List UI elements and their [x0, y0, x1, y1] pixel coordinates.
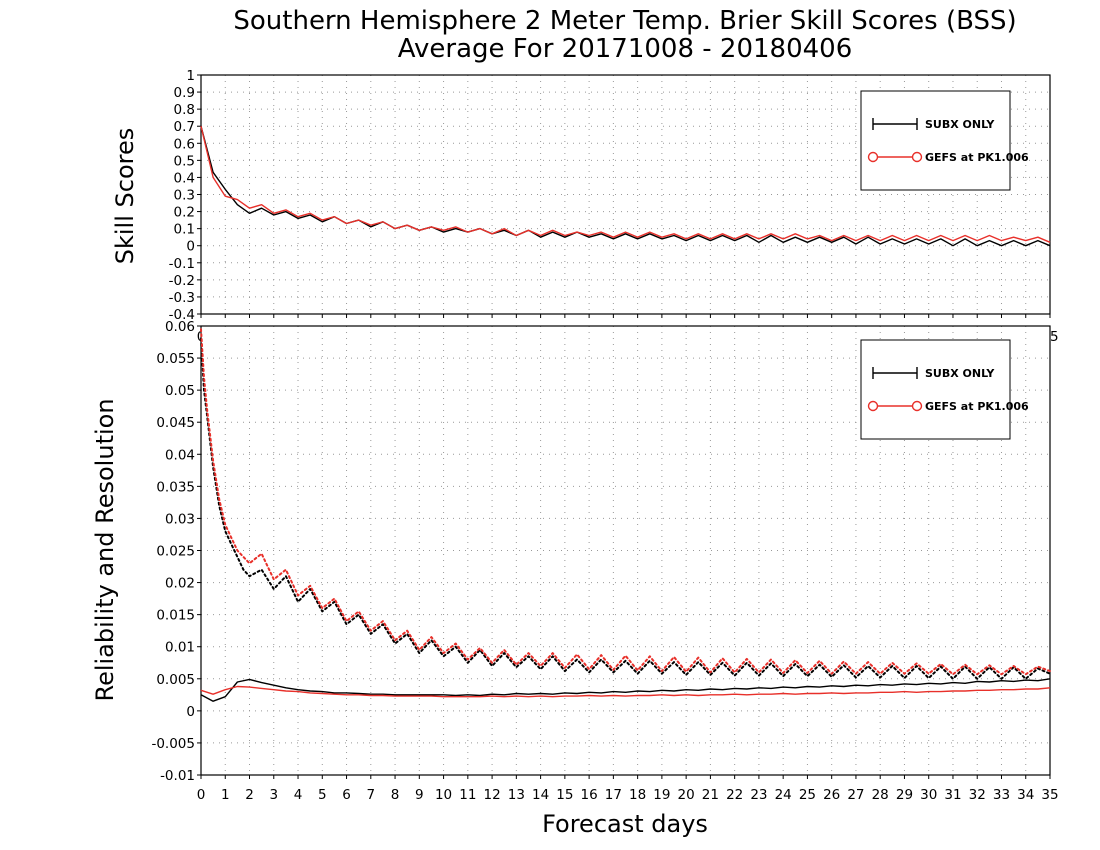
x-tick-label: 2: [245, 787, 254, 803]
y-tick-label: 0.02: [165, 576, 195, 592]
series-line-gefs-at-pk1-006: [200, 685, 1051, 698]
y-tick-label: 0: [186, 239, 195, 255]
y-tick-label: 0.025: [156, 544, 195, 560]
y-tick-label: 0.035: [156, 479, 195, 495]
y-tick-label: 0.04: [165, 447, 195, 463]
y-tick-label: -0.01: [160, 768, 195, 784]
y-tick-label: 0.005: [156, 672, 195, 688]
y-tick-label: 0.4: [174, 170, 195, 186]
legend-label: GEFS at PK1.006: [925, 400, 1029, 413]
y-tick-label: 0.03: [165, 511, 195, 527]
series-line-unnamed-dotted: [200, 337, 1051, 680]
bottom-y-axis-label: Reliability and Resolution: [91, 398, 119, 701]
circle-marker-icon: [911, 151, 923, 163]
x-tick-label: 27: [847, 787, 864, 803]
legend-label: SUBX ONLY: [925, 118, 995, 131]
x-tick-label: 12: [483, 787, 500, 803]
y-tick-label: 0.055: [156, 351, 195, 367]
series-line-subx-only: [200, 678, 1051, 702]
y-tick-label: 0.05: [165, 383, 195, 399]
y-tick-label: 0: [186, 704, 195, 720]
y-tick-label: -0.2: [169, 273, 195, 289]
legend-entry: GEFS at PK1.006: [867, 400, 1029, 413]
legend-box: [860, 339, 1011, 440]
x-tick-label: 20: [678, 787, 695, 803]
chart-subtitle: Average For 20171008 - 20180406: [398, 34, 853, 64]
x-tick-label: 19: [653, 787, 670, 803]
series-line-gefs-at-pk1-006: [200, 126, 1051, 243]
series-line-unnamed-dotted: [200, 328, 1051, 676]
y-tick-label: 0.2: [174, 205, 195, 221]
x-tick-label: 31: [944, 787, 961, 803]
y-tick-label: 0.015: [156, 608, 195, 624]
legend: SUBX ONLY GEFS at PK1.006: [860, 90, 1029, 191]
x-tick-label: 26: [823, 787, 840, 803]
legend-label: GEFS at PK1.006: [925, 151, 1029, 164]
y-tick-label: 0.045: [156, 415, 195, 431]
reliability-resolution-panel: 0.060.0550.050.0450.040.0350.030.0250.02…: [151, 319, 1058, 803]
x-tick-label: 29: [896, 787, 913, 803]
circle-marker-icon: [867, 400, 879, 412]
y-tick-label: 0.9: [174, 85, 195, 101]
y-tick-label: 0.06: [165, 319, 195, 335]
circle-marker-icon: [911, 400, 923, 412]
x-tick-label: 23: [750, 787, 767, 803]
y-tick-label: 0.01: [165, 640, 195, 656]
x-tick-label: 28: [872, 787, 889, 803]
y-tick-label: -0.005: [151, 736, 195, 752]
x-tick-label: 6: [342, 787, 351, 803]
y-tick-label: 0.8: [174, 102, 195, 118]
y-tick-label: 0.6: [174, 136, 195, 152]
x-tick-label: 11: [459, 787, 476, 803]
y-tick-label: -0.1: [169, 256, 195, 272]
y-tick-label: 0.5: [174, 153, 195, 169]
legend-entry: SUBX ONLY: [872, 367, 995, 380]
y-tick-label: 0.3: [174, 188, 195, 204]
x-tick-label: 1: [221, 787, 230, 803]
x-tick-label: 22: [726, 787, 743, 803]
x-tick-label: 34: [1017, 787, 1034, 803]
y-tick-label: 1: [186, 68, 195, 84]
x-tick-label: 25: [799, 787, 816, 803]
legend-entry: SUBX ONLY: [872, 118, 995, 131]
x-tick-label: 8: [391, 787, 400, 803]
x-tick-label: 5: [318, 787, 327, 803]
x-tick-label: 35: [1041, 787, 1058, 803]
x-tick-label: 9: [415, 787, 424, 803]
y-tick-label: -0.4: [169, 307, 195, 323]
x-tick-label: 7: [367, 787, 376, 803]
x-tick-label: 3: [269, 787, 278, 803]
x-tick-label: 18: [629, 787, 646, 803]
x-tick-label: 14: [532, 787, 549, 803]
x-axis-label: Forecast days: [542, 810, 708, 838]
x-tick-label: 17: [605, 787, 622, 803]
y-tick-label: 0.7: [174, 119, 195, 135]
x-tick-label: 10: [435, 787, 452, 803]
x-tick-label: 4: [294, 787, 303, 803]
x-tick-label: 13: [508, 787, 525, 803]
x-tick-label: 32: [969, 787, 986, 803]
chart-title: Southern Hemisphere 2 Meter Temp. Brier …: [233, 6, 1016, 36]
legend: SUBX ONLY GEFS at PK1.006: [860, 339, 1029, 440]
circle-marker-icon: [867, 151, 879, 163]
y-tick-label: 0.1: [174, 222, 195, 238]
legend-entry: GEFS at PK1.006: [867, 151, 1029, 164]
x-tick-label: 24: [775, 787, 792, 803]
x-tick-label: 21: [702, 787, 719, 803]
top-y-axis-label: Skill Scores: [111, 128, 139, 265]
x-tick-label: 16: [581, 787, 598, 803]
legend-label: SUBX ONLY: [925, 367, 995, 380]
x-tick-label: 15: [556, 787, 573, 803]
x-tick-label: 33: [993, 787, 1010, 803]
x-tick-label: 30: [920, 787, 937, 803]
legend-box: [860, 90, 1011, 191]
y-tick-label: -0.3: [169, 290, 195, 306]
x-tick-label: 0: [197, 787, 206, 803]
skill-scores-panel: 10.90.80.70.60.50.40.30.20.10-0.1-0.2-0.…: [169, 68, 1059, 345]
